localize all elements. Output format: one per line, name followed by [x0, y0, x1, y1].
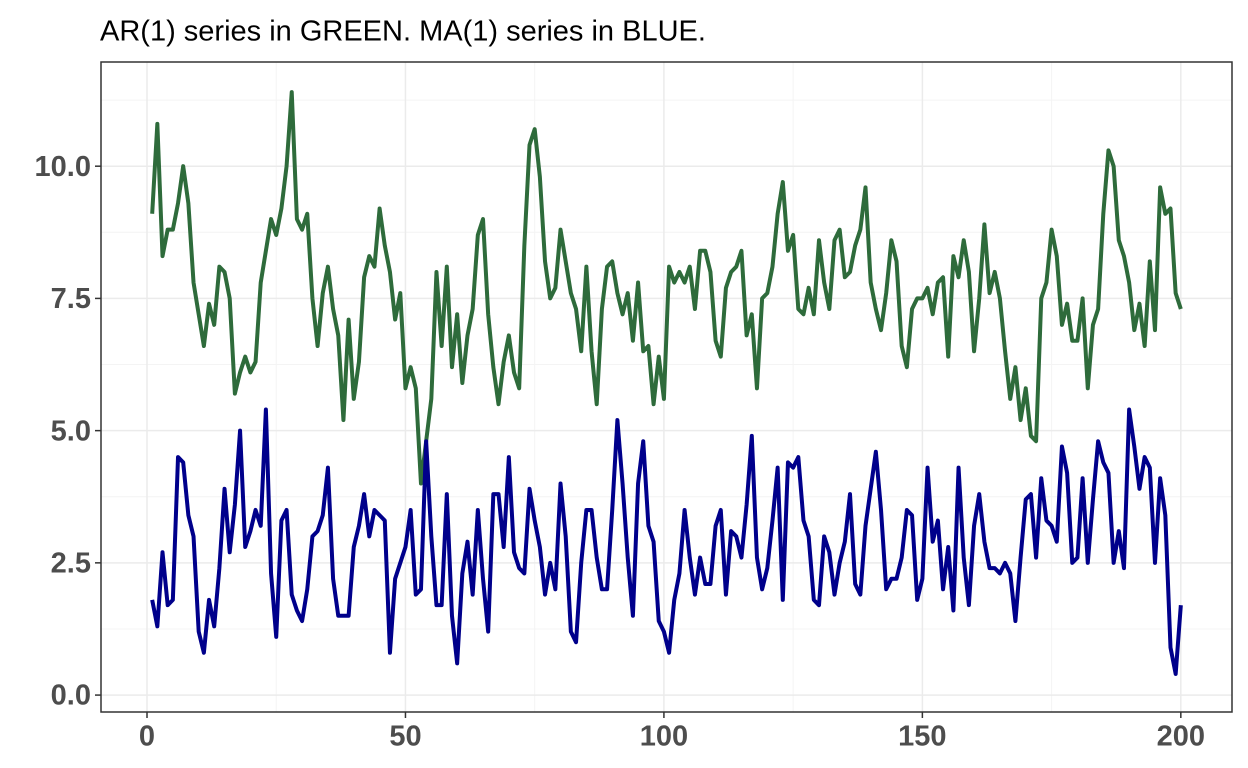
x-tick-label: 50	[389, 721, 421, 753]
x-tick-label: 100	[640, 721, 688, 753]
y-tick-label: 5.0	[51, 415, 91, 447]
chart-title: AR(1) series in GREEN. MA(1) series in B…	[100, 16, 706, 48]
series-line	[150, 407, 1183, 676]
series-line	[150, 90, 1183, 486]
x-tick-label: 150	[898, 721, 946, 753]
y-tick-label: 2.5	[51, 548, 91, 580]
x-tick-label: 200	[1157, 721, 1205, 753]
y-tick-label: 7.5	[51, 283, 91, 315]
panel-border	[100, 61, 1233, 713]
y-tick-label: 0.0	[51, 680, 91, 712]
y-tick-label: 10.0	[35, 151, 91, 183]
x-tick-label: 0	[139, 721, 155, 753]
